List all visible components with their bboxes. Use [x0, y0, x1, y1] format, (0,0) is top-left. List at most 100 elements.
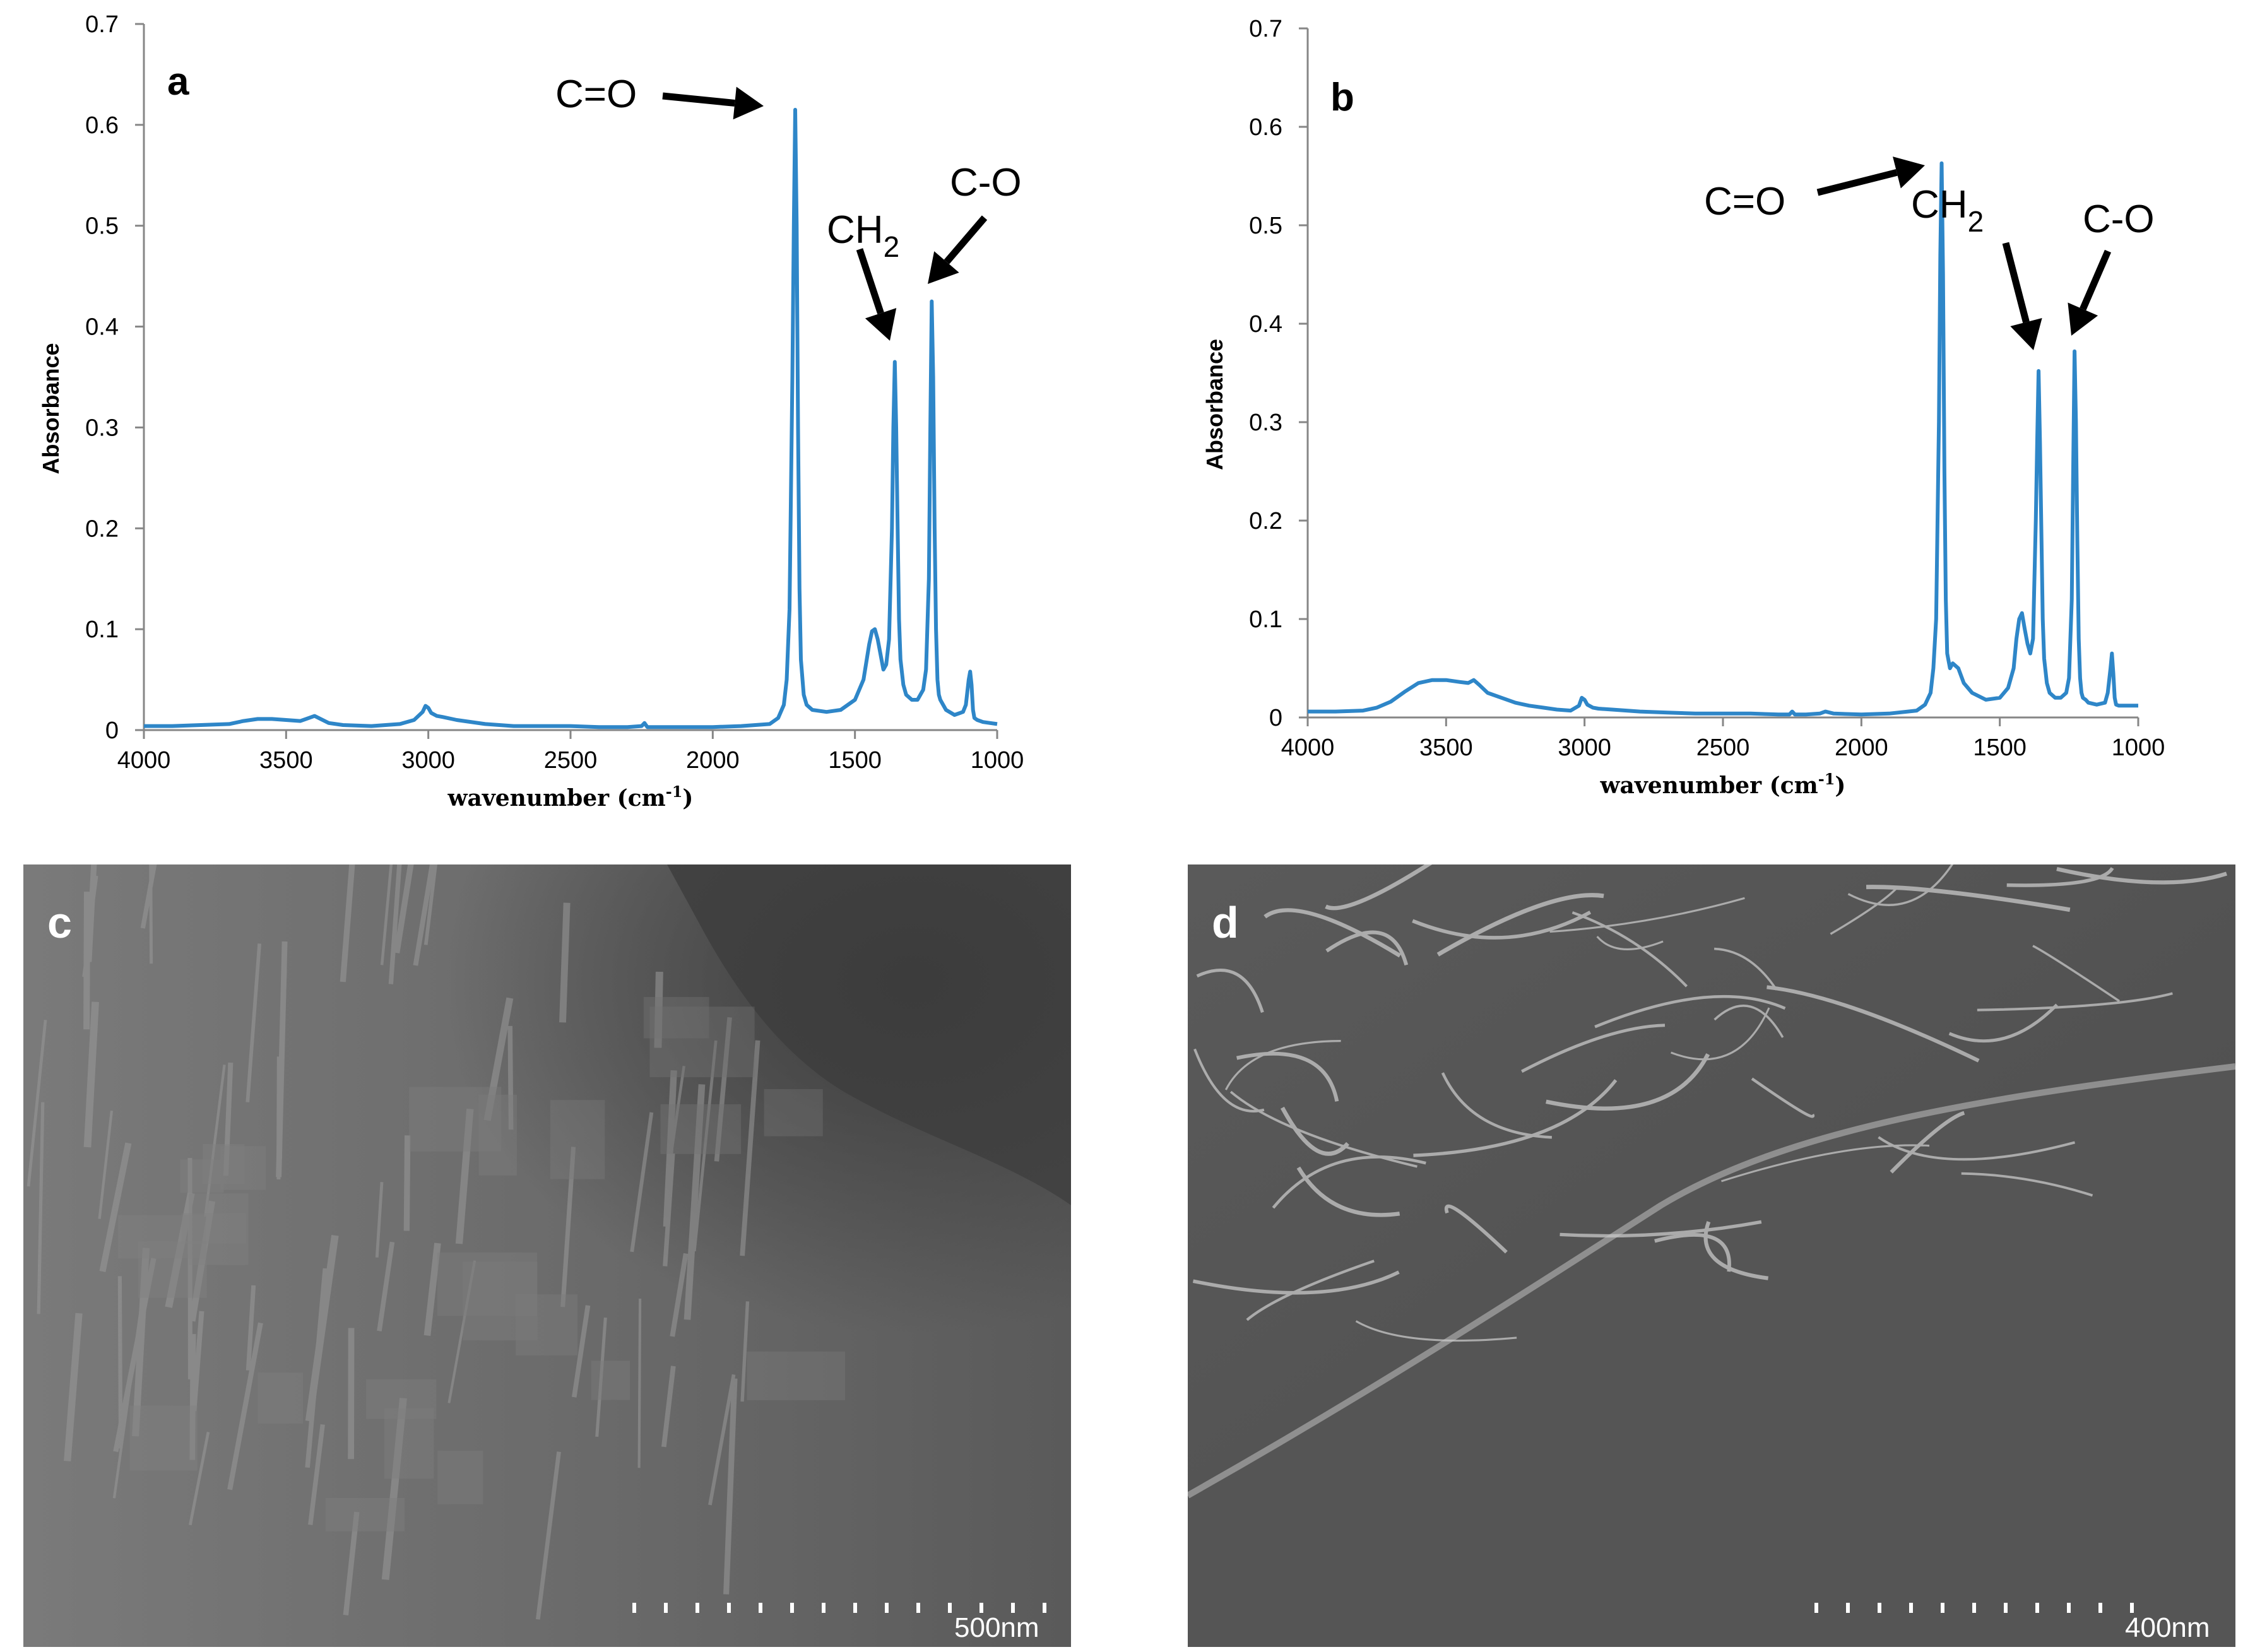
sem-image-c: c 500nm	[23, 864, 1071, 1647]
x-axis-label: wavenumber (cm-1)	[1600, 770, 1846, 799]
sem-streak	[666, 1066, 685, 1176]
sem-ridge	[1224, 1040, 1341, 1090]
y-tick-label: 0.4	[85, 314, 119, 341]
sem-streak	[723, 1378, 738, 1595]
sem-ridge	[1713, 1005, 1784, 1038]
y-axis-label: Absorbance	[38, 343, 64, 474]
sem-ridge	[1413, 1079, 1618, 1157]
sem-streak	[559, 902, 571, 1023]
panel-label-d: d	[1212, 898, 1239, 947]
sem-flake	[203, 1144, 245, 1184]
sem-flake	[325, 1497, 405, 1531]
sem-streak	[140, 864, 157, 929]
arrow-head	[865, 308, 897, 341]
scalebar-c	[632, 1603, 1046, 1613]
sem-streak	[663, 1070, 677, 1227]
arrow-head	[928, 251, 959, 284]
sem-streak	[560, 1147, 576, 1307]
annotation-label: C=O	[555, 73, 637, 116]
sem-d-ridges	[1192, 864, 2227, 1342]
sem-streak	[204, 1065, 226, 1217]
sem-flake	[437, 1451, 483, 1504]
sem-streak	[740, 1040, 760, 1256]
sem-flake	[591, 1360, 630, 1400]
sem-ridge	[1671, 1007, 1770, 1061]
sem-ridge	[1272, 1155, 1426, 1209]
sem-streak	[246, 1285, 256, 1371]
x-tick-label: 1500	[1973, 735, 2027, 761]
sem-ridge	[1192, 1270, 1400, 1295]
sem-ridge	[1830, 887, 1897, 935]
scalebar-label-c: 500nm	[954, 1612, 1039, 1643]
x-tick-label: 3000	[1558, 735, 1611, 761]
sem-streak	[380, 864, 393, 965]
sem-image-d: d 400nm	[1188, 864, 2235, 1647]
sem-streak	[595, 1317, 607, 1437]
sem-ridge	[1355, 1320, 1517, 1342]
sem-flake	[257, 1372, 303, 1424]
sem-ridge	[1193, 1048, 1265, 1112]
x-tick-label: 2500	[544, 747, 598, 774]
sem-streak	[377, 1241, 395, 1331]
sem-streak	[388, 864, 402, 984]
sem-streak	[98, 1111, 114, 1219]
sem-streak	[571, 1305, 591, 1398]
sem-flake	[118, 1215, 206, 1259]
y-tick-label: 0.6	[85, 112, 119, 139]
y-tick-label: 0.7	[1249, 16, 1282, 42]
sem-streak	[684, 1084, 706, 1320]
sem-ridge	[1264, 908, 1402, 958]
arrow-head	[2010, 317, 2042, 350]
spectrum-line	[1308, 161, 2138, 717]
spectra-charts: 0 0.1 0.2 0.3 0.4 0.5 0.6 0.7 4000 3500 3000 2500 20…	[38, 11, 2165, 811]
sem-streak	[670, 1253, 689, 1337]
x-tick-label: 3500	[1419, 735, 1473, 761]
sem-ridge	[1559, 1220, 1762, 1238]
y-tick-label: 0	[105, 717, 119, 744]
sem-streak	[227, 1322, 263, 1490]
sem-ridge	[1594, 994, 1786, 1029]
sem-flake	[138, 1241, 207, 1298]
x-tick-label: 4000	[1281, 735, 1335, 761]
y-tick-label: 0.7	[85, 11, 119, 38]
sem-flake	[643, 997, 709, 1039]
sem-streak	[692, 1040, 718, 1252]
sem-streak	[305, 1268, 328, 1468]
y-tick-label: 0.2	[1249, 508, 1282, 534]
y-tick-label: 0.5	[1249, 213, 1282, 239]
sem-flake	[180, 1159, 224, 1193]
sem-ridge	[1444, 1204, 1508, 1254]
y-tick-label: 0.1	[85, 617, 119, 643]
sem-flake	[516, 1294, 578, 1355]
x-tick-label: 1500	[828, 747, 882, 774]
y-tick-label: 0.1	[1249, 606, 1282, 633]
sem-streak	[483, 997, 514, 1121]
sem-flake	[129, 1405, 198, 1471]
sem-ridge	[1977, 992, 2173, 1012]
y-tick-label: 0.3	[1249, 410, 1282, 436]
sem-ridge	[1961, 1172, 2093, 1197]
sem-flake	[181, 1213, 246, 1244]
sem-streak	[83, 1001, 99, 1148]
scalebar-label-d: 400nm	[2125, 1612, 2210, 1643]
annotation-arrow	[662, 92, 735, 107]
annotation-arrow	[856, 248, 884, 315]
sem-ridge	[2006, 866, 2114, 887]
sem-ridge	[2032, 945, 2121, 1003]
sem-ridge	[1720, 1144, 1930, 1183]
y-axis-label: Absorbance	[1202, 339, 1228, 470]
sem-streak	[37, 1102, 45, 1314]
x-axis-label: wavenumber (cm-1)	[447, 782, 694, 811]
sem-ridge	[1546, 1053, 1710, 1111]
sem-streak	[117, 1276, 123, 1449]
sem-streak	[447, 1260, 476, 1403]
sem-ridge	[1521, 1024, 1666, 1073]
sem-flake	[649, 1006, 755, 1078]
annotation-arrow	[1816, 168, 1898, 196]
x-tick-label: 4000	[117, 747, 171, 774]
sem-flake	[409, 1087, 502, 1152]
sem-streak	[27, 1020, 47, 1187]
y-tick-label: 0.4	[1249, 311, 1282, 338]
sem-ridge	[1325, 930, 1409, 966]
x-tick-label: 3000	[401, 747, 455, 774]
